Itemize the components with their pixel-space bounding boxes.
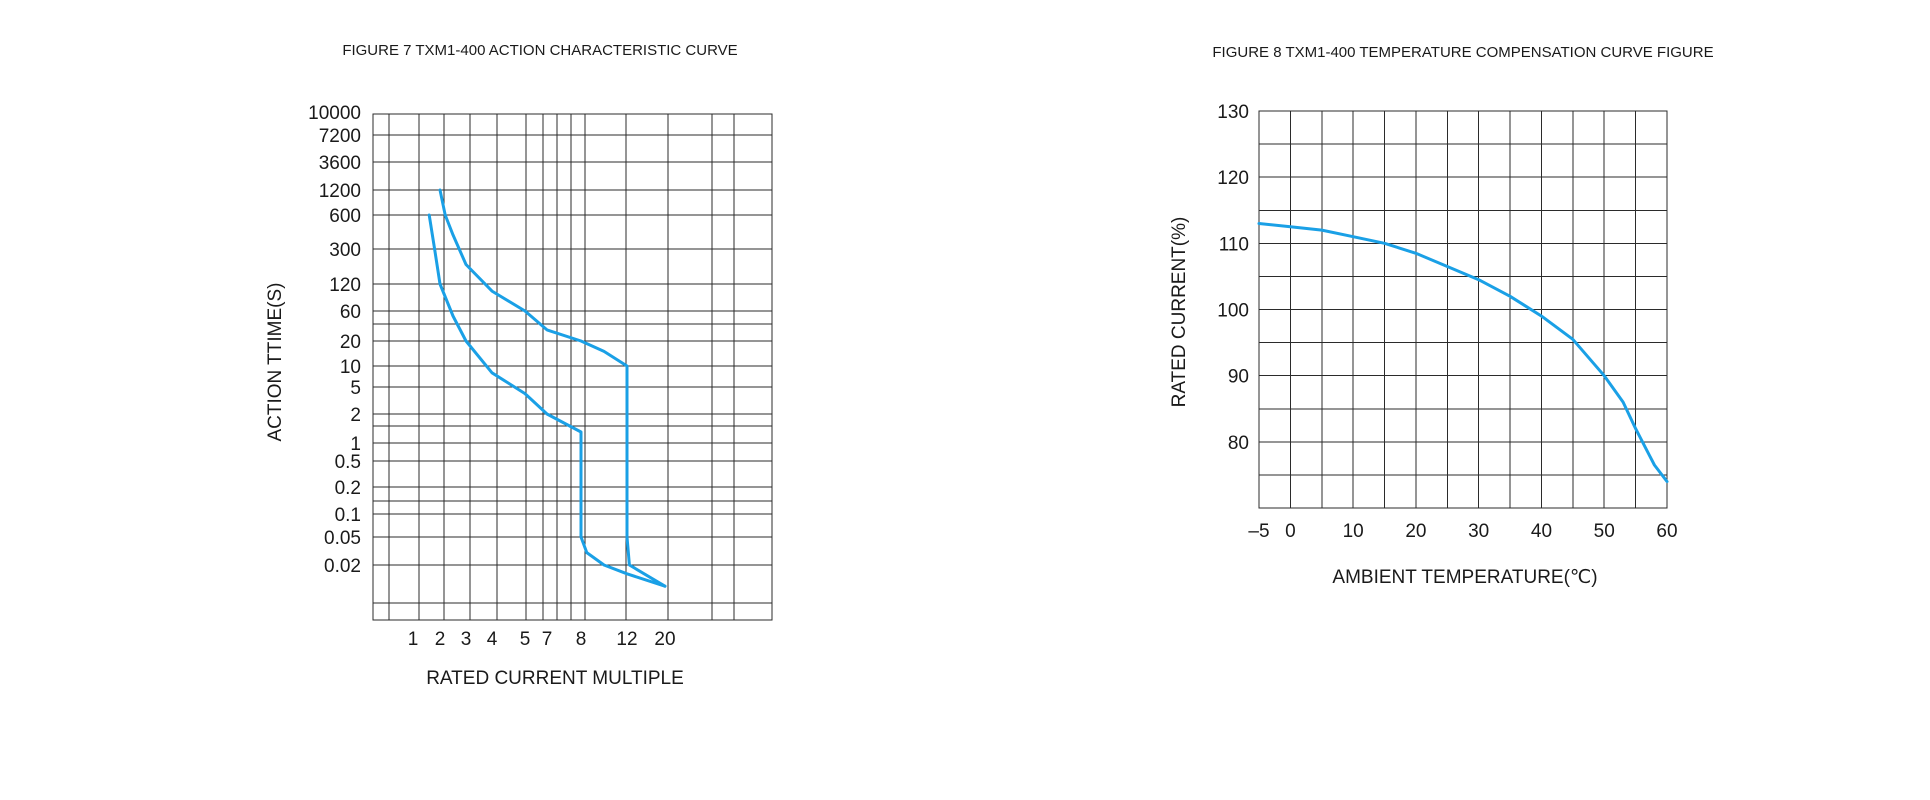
figure-7-y-tick-label: 3600 — [319, 153, 361, 174]
figure-8-x-tick-label: 40 — [1531, 521, 1552, 542]
figure-7-y-tick-label: 0.05 — [324, 528, 361, 549]
figure-7-y-tick-label: 1200 — [319, 181, 361, 202]
figure-7-y-tick-label: 60 — [340, 302, 361, 323]
figure-7-x-tick-label: 1 — [408, 629, 419, 650]
figure-7-y-tick-label: 0.02 — [324, 556, 361, 577]
figure-7-y-tick-label: 2 — [350, 405, 361, 426]
figure-7-y-tick-label: 7200 — [319, 126, 361, 147]
figure-7-y-tick-label: 600 — [329, 206, 361, 227]
figure-8-y-axis-title: RATED CURRENT(%) — [1169, 217, 1190, 408]
figure-7-x-tick-label: 3 — [461, 629, 472, 650]
figure-7-y-tick-label: 0.5 — [335, 452, 361, 473]
figure-8-curves — [1257, 222, 1669, 483]
figure-8-x-tick-labels: –5 0 10 20 30 40 50 60 — [1248, 521, 1677, 542]
figure-7-y-tick-label: 120 — [329, 275, 361, 296]
figure-8-y-tick-label: 90 — [1228, 367, 1249, 388]
figure-7-x-tick-label: 2 — [435, 629, 446, 650]
figure-8-x-tick-label: 0 — [1285, 521, 1296, 542]
figure-8-x-axis-title: AMBIENT TEMPERATURE(℃) — [1332, 567, 1597, 588]
figure-8-curve-1 — [1257, 222, 1669, 483]
figure-8-x-tick-label: 50 — [1594, 521, 1615, 542]
figure-7-x-tick-label: 7 — [542, 629, 553, 650]
figure-8-y-tick-label: 130 — [1217, 102, 1249, 123]
figure-8-y-tick-label: 120 — [1217, 168, 1249, 189]
figure-8-grid — [1258, 110, 1668, 509]
figure-7-x-tick-label: 12 — [616, 629, 637, 650]
figure-8-x-tick-label: –5 — [1248, 521, 1269, 542]
figure-7-y-tick-label: 300 — [329, 240, 361, 261]
figure-8-y-tick-label: 100 — [1217, 301, 1249, 322]
figure-7-title: FIGURE 7 TXM1-400 ACTION CHARACTERISTIC … — [342, 42, 737, 59]
figure-8-x-tick-label: 60 — [1656, 521, 1677, 542]
figure-8-y-tick-labels: 130 120 110 100 90 80 — [1217, 102, 1249, 454]
figure-7-x-tick-label: 5 — [520, 629, 531, 650]
figure-8-x-tick-label: 20 — [1405, 521, 1426, 542]
figure-7-y-tick-label: 10 — [340, 357, 361, 378]
figure-7-y-axis-title: ACTION TTIME(S) — [265, 282, 286, 441]
figure-7-x-tick-labels: 1 2 3 4 5 7 8 12 20 — [408, 629, 676, 650]
figure-7-y-tick-label: 20 — [340, 332, 361, 353]
figure-8-y-tick-label: 110 — [1219, 234, 1249, 255]
figure-7-y-tick-label: 1 — [350, 434, 361, 455]
figure-7-curve-1 — [427, 213, 667, 588]
figure-7-y-tick-label: 0.1 — [335, 505, 361, 526]
figure-7-x-axis-title: RATED CURRENT MULTIPLE — [426, 668, 684, 689]
figure-7-curve-2 — [438, 188, 667, 588]
figure-8-temperature-compensation-chart: FIGURE 8 TXM1-400 TEMPERATURE COMPENSATI… — [1169, 44, 1714, 588]
figure-8-x-tick-label: 10 — [1343, 521, 1364, 542]
figure-7-grid — [372, 113, 773, 621]
figure-7-curves — [427, 188, 667, 588]
figure-7-x-tick-label: 4 — [487, 629, 498, 650]
figure-7-plot-frame — [372, 113, 773, 621]
figure-7-y-tick-label: 0.2 — [335, 478, 361, 499]
figure-8-title: FIGURE 8 TXM1-400 TEMPERATURE COMPENSATI… — [1212, 44, 1713, 61]
figure-7-y-tick-label: 10000 — [308, 103, 361, 124]
figure-7-action-characteristic-chart: FIGURE 7 TXM1-400 ACTION CHARACTERISTIC … — [265, 42, 773, 689]
figure-8-y-tick-label: 80 — [1228, 433, 1249, 454]
figure-8-x-tick-label: 30 — [1468, 521, 1489, 542]
figure-7-x-tick-label: 8 — [576, 629, 587, 650]
figure-7-y-tick-label: 5 — [350, 378, 361, 399]
figure-7-x-tick-label: 20 — [654, 629, 675, 650]
